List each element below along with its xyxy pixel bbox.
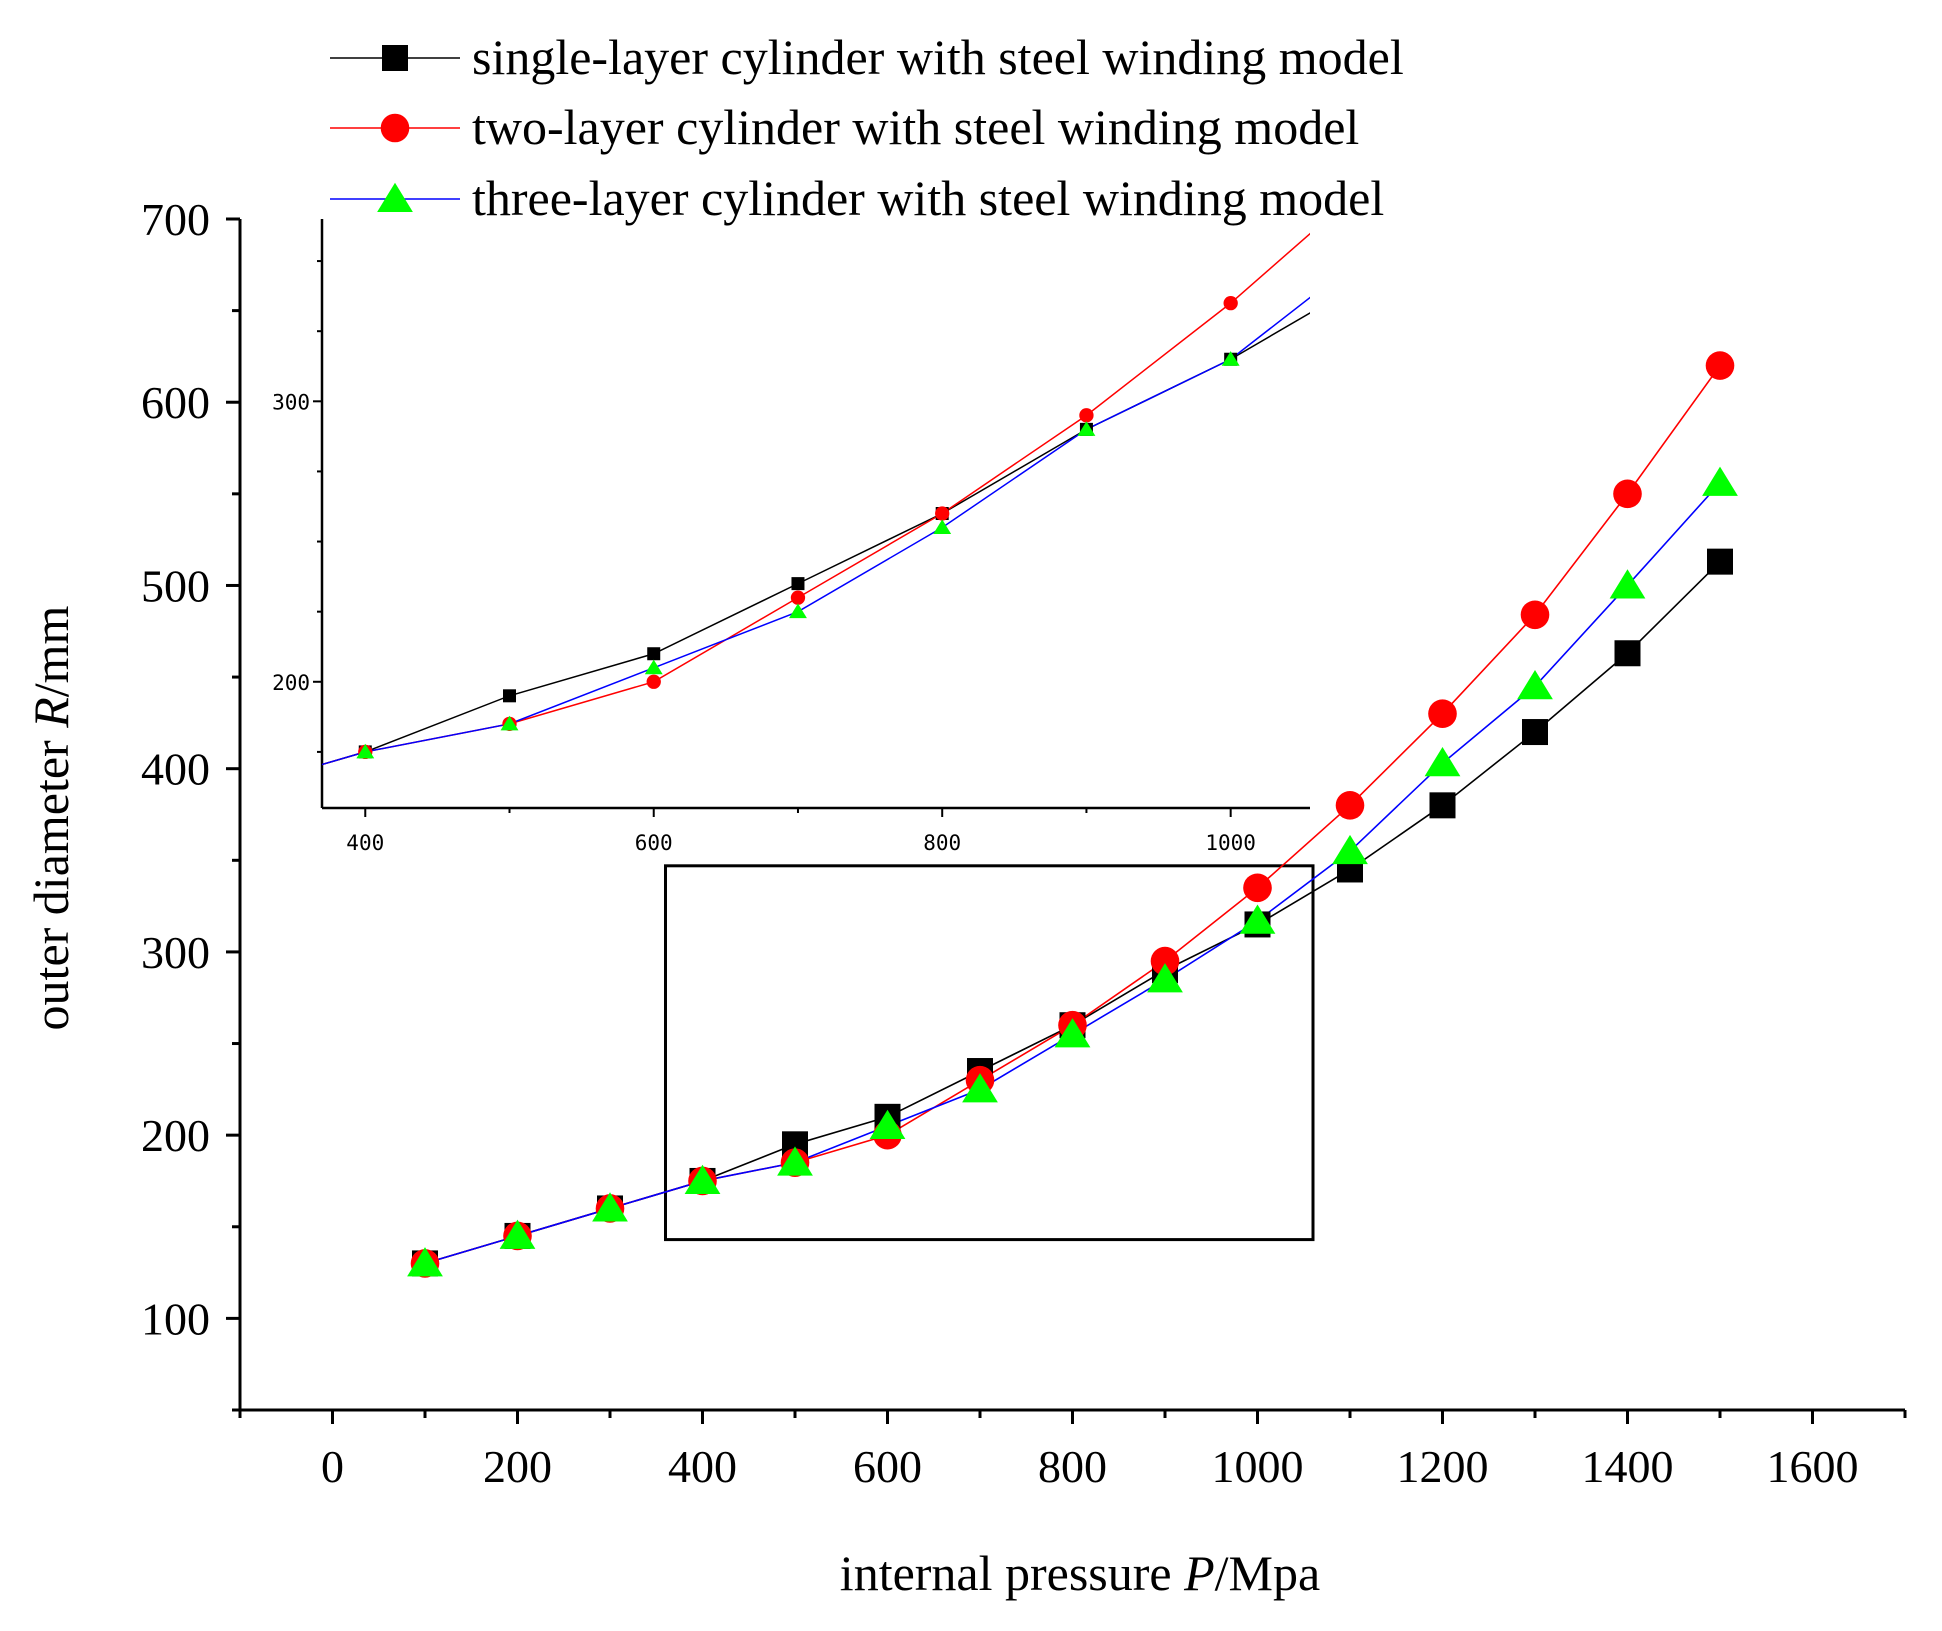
inset-data-point-circle [790,590,806,605]
chart-legend: single-layer cylinder with steel winding… [330,29,1404,226]
data-point-triangle [777,1146,813,1176]
inset-data-point-triangle [933,519,952,535]
data-point-triangle [1147,963,1183,993]
x-axis-label: internal pressure P/Mpa [840,1545,1320,1601]
inset-data-point-triangle [356,743,375,759]
inset-data-point-triangle [789,603,807,619]
inset-data-point-triangle [644,659,663,675]
data-point-circle [1705,351,1735,380]
data-point-triangle [1424,746,1461,777]
x-tick-label: 1600 [1767,1441,1859,1492]
x-tick-label: 800 [1038,1441,1107,1492]
y-tick-label: 500 [141,560,210,611]
legend-label: three-layer cylinder with steel winding … [472,170,1384,226]
inset-data-point-square [791,577,805,591]
inset-data-point-circle [646,674,661,689]
data-point-circle [1613,479,1642,509]
inset-y-tick-label: 200 [272,671,310,695]
data-point-circle [1243,873,1272,903]
inset-x-tick-label: 800 [923,831,961,855]
inset-data-point-circle [1079,408,1094,423]
inset-plot-area: 400 600 800 1000 200 300 [272,219,1310,855]
data-point-triangle [684,1164,721,1194]
data-point-square [1707,548,1733,575]
legend-marker-square [382,45,408,71]
y-tick-label: 200 [141,1110,210,1161]
data-point-triangle [869,1109,906,1139]
inset-background [322,219,1310,808]
data-point-triangle [592,1192,628,1222]
data-point-triangle [407,1247,443,1277]
x-tick-label: 0 [321,1441,344,1492]
x-tick-label: 600 [853,1441,922,1492]
x-tick-label: 200 [483,1441,552,1492]
data-point-square [1522,719,1548,746]
inset-data-point-circle [1223,295,1238,311]
inset-x-tick-label: 1000 [1205,831,1256,855]
inset-data-point-triangle [1077,421,1096,436]
x-tick-label: 1000 [1212,1441,1304,1492]
inset-x-tick-label: 600 [635,831,673,855]
data-point-circle [1428,699,1457,729]
inset-data-point-circle [935,506,950,521]
data-point-triangle [499,1219,536,1249]
legend-marker-triangle [377,182,413,212]
zoom-region-box [664,864,1315,1242]
data-point-triangle [962,1073,998,1103]
inset-data-point-square [503,689,517,703]
data-point-circle [1520,600,1550,630]
inset-data-point-triangle [500,715,519,731]
x-tick-label: 1200 [1397,1441,1489,1492]
inset-series-group [322,232,1310,766]
data-point-triangle [1517,669,1553,700]
y-axis-label: outer diameter R/mm [23,605,79,1030]
inset-y-tick-label: 300 [272,390,310,414]
data-point-square [1429,792,1456,819]
x-tick-label: 1400 [1582,1441,1674,1492]
x-tick-label: 400 [668,1441,737,1492]
data-point-circle [1335,791,1365,820]
data-point-triangle [1702,466,1738,496]
inset-data-point-triangle [1221,351,1240,366]
y-tick-label: 600 [141,377,210,428]
data-point-square [1614,640,1641,667]
data-point-triangle [1332,834,1368,865]
y-tick-label: 700 [141,194,210,245]
legend-label: two-layer cylinder with steel winding mo… [472,99,1359,155]
y-tick-label: 400 [141,744,210,795]
main-plot-area: 0 200 400 600 800 1000 1200 1400 160010020030040… [141,194,1907,1492]
legend-label: single-layer cylinder with steel winding… [472,29,1404,85]
y-tick-label: 300 [141,927,210,978]
data-point-circle [1150,946,1180,976]
data-point-triangle [1239,904,1276,934]
data-point-triangle [1609,569,1646,599]
inset-x-tick-label: 400 [346,831,384,855]
data-point-triangle [1054,1018,1091,1048]
legend-marker-circle [380,113,410,143]
inset-data-point-square [647,647,661,661]
y-tick-label: 100 [141,1293,210,1344]
